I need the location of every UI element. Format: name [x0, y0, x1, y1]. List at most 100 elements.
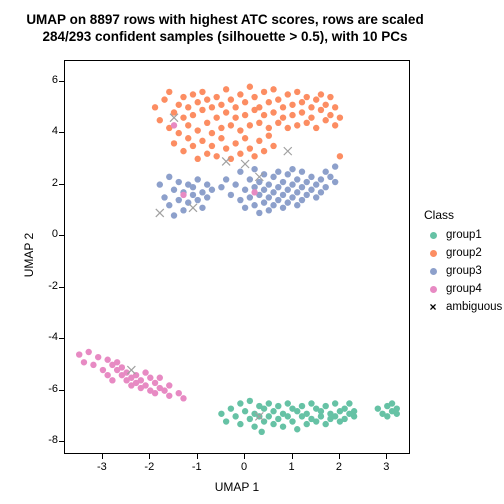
x-tick-label: -3: [92, 461, 112, 473]
x-tick: [149, 454, 150, 459]
point-group3: [313, 181, 319, 187]
point-group3: [270, 174, 276, 180]
point-group3: [294, 189, 300, 195]
legend-item-group4: group4: [424, 280, 502, 298]
x-tick: [386, 454, 387, 459]
point-group4: [114, 359, 120, 365]
point-group2: [270, 109, 276, 115]
chart-title: UMAP on 8897 rows with highest ATC score…: [0, 12, 450, 46]
point-group2: [232, 104, 238, 110]
point-group2: [256, 138, 262, 144]
y-tick-label: 4: [36, 125, 58, 137]
point-group1: [275, 416, 281, 422]
point-group2: [218, 135, 224, 141]
x-tick: [339, 454, 340, 459]
point-group4: [157, 375, 163, 381]
point-group1: [247, 416, 253, 422]
point-group2: [223, 86, 229, 92]
point-group2: [185, 135, 191, 141]
x-tick-label: -2: [139, 461, 159, 473]
point-group2: [289, 112, 295, 118]
y-tick: [59, 184, 64, 185]
point-group3: [237, 197, 243, 203]
x-tick: [244, 454, 245, 459]
point-group2: [327, 112, 333, 118]
point-group2: [213, 114, 219, 120]
point-group2: [308, 114, 314, 120]
point-group2: [204, 151, 210, 157]
point-group2: [166, 89, 172, 95]
point-group2: [275, 120, 281, 126]
scatter-svg: [65, 61, 411, 455]
point-group3: [266, 181, 272, 187]
point-group1: [346, 400, 352, 406]
point-group3: [308, 174, 314, 180]
point-group1: [389, 400, 395, 406]
legend-title: Class: [424, 208, 502, 222]
point-group2: [209, 143, 215, 149]
legend-item-group2: group2: [424, 244, 502, 262]
point-group1: [313, 418, 319, 424]
point-group4: [166, 382, 172, 388]
point-group4: [100, 367, 106, 373]
point-group2: [237, 91, 243, 97]
x-tick: [102, 454, 103, 459]
point-group3: [237, 169, 243, 175]
point-group3: [176, 179, 182, 185]
point-group3: [190, 192, 196, 198]
point-group2: [213, 94, 219, 100]
point-group2: [161, 96, 167, 102]
point-group3: [304, 192, 310, 198]
point-group3: [275, 169, 281, 175]
y-axis-label: UMAP 2: [22, 225, 36, 285]
y-tick-label: -2: [36, 280, 58, 292]
point-group2: [266, 125, 272, 131]
y-tick: [59, 81, 64, 82]
point-group1: [294, 408, 300, 414]
point-group2: [261, 89, 267, 95]
y-tick-label: 6: [36, 74, 58, 86]
legend-label: ambiguous: [446, 301, 502, 313]
x-marker-icon: ×: [424, 301, 442, 313]
point-group4: [147, 375, 153, 381]
point-group3: [299, 169, 305, 175]
point-group2: [157, 117, 163, 123]
point-group2: [337, 114, 343, 120]
point-group2: [251, 153, 257, 159]
point-group2: [247, 145, 253, 151]
point-group1: [322, 403, 328, 409]
point-group1: [266, 413, 272, 419]
point-group2: [195, 156, 201, 162]
title-line-1: UMAP on 8897 rows with highest ATC score…: [26, 12, 423, 27]
point-group4: [142, 382, 148, 388]
point-group3: [289, 166, 295, 172]
point-group3: [161, 194, 167, 200]
point-group2: [261, 112, 267, 118]
point-group2: [213, 153, 219, 159]
point-group3: [195, 176, 201, 182]
point-group2: [204, 120, 210, 126]
point-group3: [304, 179, 310, 185]
point-group3: [275, 184, 281, 190]
point-group4: [180, 192, 186, 198]
point-group2: [180, 94, 186, 100]
plot-area: [64, 60, 410, 454]
point-group4: [76, 351, 82, 357]
legend-label: group1: [446, 229, 482, 241]
point-group1: [242, 408, 248, 414]
point-group1: [384, 413, 390, 419]
point-group2: [190, 112, 196, 118]
point-group2: [285, 125, 291, 131]
point-group1: [270, 408, 276, 414]
point-group3: [322, 169, 328, 175]
x-axis-label: UMAP 1: [64, 480, 410, 494]
point-group4: [85, 349, 91, 355]
point-group3: [157, 181, 163, 187]
point-group2: [256, 104, 262, 110]
point-group1: [251, 423, 257, 429]
y-tick: [59, 287, 64, 288]
point-group1: [308, 400, 314, 406]
point-group2: [232, 114, 238, 120]
y-tick: [59, 390, 64, 391]
point-group2: [332, 104, 338, 110]
